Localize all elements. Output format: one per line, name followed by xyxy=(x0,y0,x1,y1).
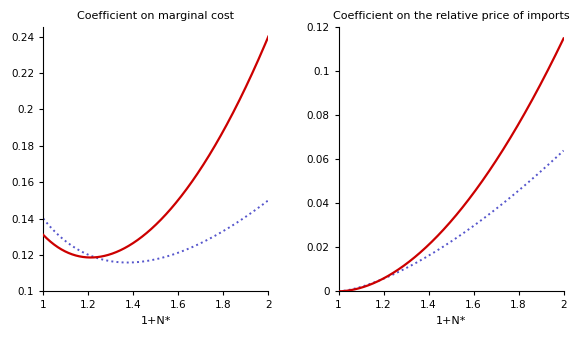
X-axis label: 1+N*: 1+N* xyxy=(140,316,171,326)
Title: Coefficient on marginal cost: Coefficient on marginal cost xyxy=(77,11,234,21)
X-axis label: 1+N*: 1+N* xyxy=(436,316,466,326)
Title: Coefficient on the relative price of imports: Coefficient on the relative price of imp… xyxy=(333,11,569,21)
